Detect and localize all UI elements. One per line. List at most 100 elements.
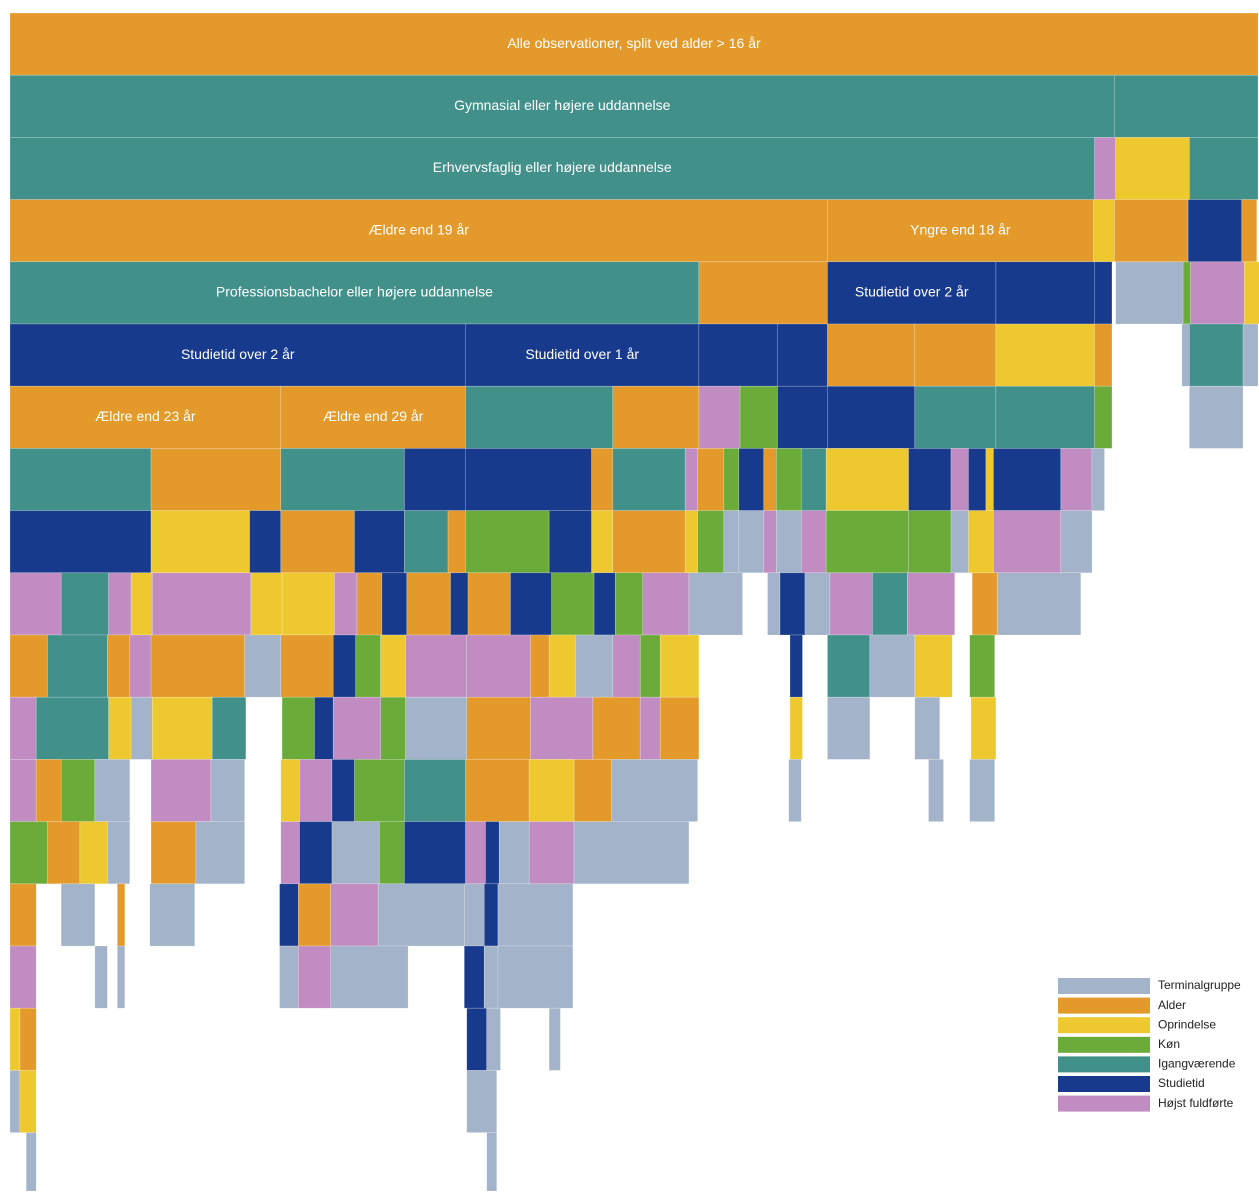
node: [659, 696, 700, 760]
node: [698, 261, 828, 325]
node: [763, 510, 777, 574]
node: [738, 448, 765, 511]
node: [530, 634, 550, 698]
node: [9, 696, 37, 760]
node: [969, 759, 995, 822]
node: [9, 1070, 21, 1133]
node: [996, 572, 1082, 636]
node: [1115, 137, 1190, 200]
node: [827, 261, 997, 325]
node: [9, 572, 62, 636]
node: [405, 634, 468, 698]
node: [914, 634, 953, 698]
legend-label: Alder: [1158, 998, 1186, 1012]
node: [993, 510, 1062, 574]
node: [381, 572, 408, 636]
node: [79, 821, 108, 885]
node: [788, 759, 802, 822]
node: [804, 572, 831, 636]
node: [1190, 261, 1245, 325]
node: [1115, 261, 1184, 325]
node: [330, 883, 379, 947]
node: [330, 945, 409, 1009]
node: [907, 572, 956, 636]
node: [279, 883, 299, 947]
node: [60, 883, 96, 947]
node: [612, 385, 700, 449]
node: [150, 759, 212, 822]
node-label: Ældre end 19 år: [369, 221, 470, 237]
node: [108, 572, 132, 636]
legend-swatch: [1058, 978, 1150, 994]
node: [35, 696, 109, 760]
node: [1094, 261, 1113, 325]
node: [94, 759, 131, 822]
node: [151, 696, 213, 760]
node: [739, 385, 778, 449]
node: [827, 199, 1094, 263]
node: [1243, 261, 1259, 325]
node: [993, 448, 1062, 511]
node: [639, 634, 661, 698]
node: [777, 323, 828, 387]
node: [684, 510, 698, 574]
node: [970, 696, 997, 760]
node: [332, 696, 381, 760]
node: [356, 572, 383, 636]
node: [800, 448, 827, 511]
node: [1060, 448, 1093, 511]
node: [107, 821, 131, 885]
node: [466, 634, 531, 698]
node: [485, 821, 500, 885]
node: [332, 634, 356, 698]
node: [117, 883, 126, 947]
node: [1092, 199, 1115, 263]
node: [150, 821, 197, 885]
node: [466, 1007, 488, 1071]
node: [697, 448, 725, 511]
legend-swatch: [1058, 1056, 1150, 1073]
node: [354, 759, 405, 822]
legend-label: Studietid: [1158, 1076, 1205, 1090]
node: [688, 572, 743, 636]
node: [463, 883, 485, 947]
node: [35, 759, 62, 822]
node: [723, 510, 740, 574]
node: [279, 945, 299, 1009]
node: [280, 634, 334, 698]
node: [639, 696, 661, 760]
node: [195, 821, 245, 885]
node: [1181, 323, 1190, 387]
node: [908, 510, 952, 574]
node: [9, 12, 1259, 76]
node: [331, 821, 380, 885]
node: [872, 572, 908, 636]
node: [591, 510, 614, 574]
node-label: Studietid over 2 år: [855, 284, 969, 300]
node: [150, 448, 282, 511]
node: [530, 696, 594, 760]
node: [497, 945, 574, 1009]
node: [9, 821, 48, 885]
node: [25, 1132, 37, 1192]
node: [250, 572, 283, 636]
node: [466, 696, 531, 760]
node: [800, 510, 827, 574]
node: [968, 510, 994, 574]
node: [130, 572, 153, 636]
node: [829, 572, 873, 636]
node: [406, 572, 451, 636]
node: [825, 510, 909, 574]
node: [767, 572, 781, 636]
node: [331, 759, 355, 822]
node: [483, 883, 499, 947]
node: [465, 759, 530, 822]
legend-label: Oprindelse: [1158, 1017, 1216, 1031]
node: [9, 883, 37, 947]
node: [151, 572, 252, 636]
node: [825, 448, 909, 511]
node: [9, 1007, 21, 1071]
node: [827, 385, 916, 449]
node: [1094, 385, 1113, 449]
